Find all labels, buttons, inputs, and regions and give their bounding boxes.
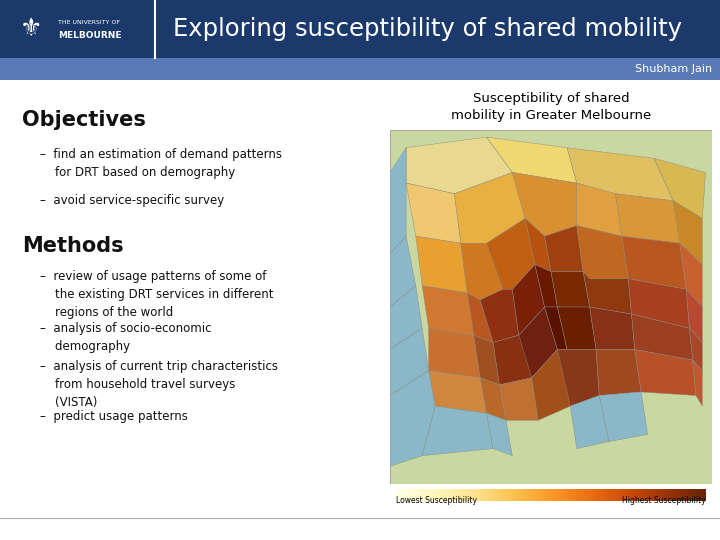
- Text: Lowest Susceptibility: Lowest Susceptibility: [397, 496, 477, 505]
- Polygon shape: [513, 265, 544, 335]
- Polygon shape: [583, 272, 631, 314]
- Polygon shape: [406, 183, 461, 244]
- Polygon shape: [544, 226, 583, 272]
- Polygon shape: [551, 272, 590, 307]
- Polygon shape: [487, 219, 535, 289]
- Text: Methods: Methods: [22, 236, 124, 256]
- Polygon shape: [390, 148, 406, 254]
- Polygon shape: [567, 148, 673, 201]
- Polygon shape: [577, 226, 629, 279]
- Polygon shape: [599, 392, 647, 442]
- Polygon shape: [596, 349, 641, 395]
- Polygon shape: [557, 349, 599, 406]
- Polygon shape: [474, 335, 500, 385]
- Text: –  predict usage patterns: – predict usage patterns: [40, 410, 188, 423]
- Polygon shape: [635, 349, 696, 395]
- Text: Susceptibility of shared
mobility in Greater Melbourne: Susceptibility of shared mobility in Gre…: [451, 92, 651, 122]
- Polygon shape: [467, 293, 493, 342]
- Text: MELBOURNE: MELBOURNE: [58, 31, 122, 40]
- Text: –  review of usage patterns of some of
    the existing DRT services in differen: – review of usage patterns of some of th…: [40, 270, 274, 319]
- Polygon shape: [428, 371, 487, 413]
- Polygon shape: [526, 219, 551, 272]
- Polygon shape: [535, 265, 557, 307]
- Text: Exploring susceptibility of shared mobility: Exploring susceptibility of shared mobil…: [173, 17, 682, 41]
- Polygon shape: [590, 307, 635, 349]
- Text: Shubham Jain: Shubham Jain: [635, 64, 712, 74]
- Polygon shape: [428, 328, 480, 378]
- Polygon shape: [415, 236, 467, 293]
- Polygon shape: [390, 371, 435, 467]
- Polygon shape: [531, 349, 570, 420]
- Polygon shape: [654, 158, 706, 219]
- Polygon shape: [690, 328, 702, 371]
- Polygon shape: [570, 395, 609, 449]
- Text: Highest Susceptibility: Highest Susceptibility: [622, 496, 706, 505]
- Polygon shape: [616, 194, 680, 244]
- Polygon shape: [487, 413, 513, 456]
- Polygon shape: [693, 360, 702, 406]
- Polygon shape: [631, 314, 693, 360]
- Bar: [0, 0, 720, 58]
- Polygon shape: [622, 236, 686, 289]
- Polygon shape: [480, 378, 506, 420]
- Polygon shape: [487, 137, 577, 183]
- Polygon shape: [390, 328, 428, 395]
- Polygon shape: [577, 183, 622, 236]
- Polygon shape: [461, 244, 503, 300]
- Polygon shape: [390, 286, 422, 349]
- Polygon shape: [629, 279, 690, 328]
- Text: Objectives: Objectives: [22, 110, 146, 130]
- Text: THE UNIVERSITY OF: THE UNIVERSITY OF: [58, 19, 120, 24]
- Polygon shape: [686, 289, 702, 342]
- Polygon shape: [390, 236, 415, 307]
- Text: –  analysis of current trip characteristics
    from household travel surveys
  : – analysis of current trip characteristi…: [40, 360, 278, 409]
- Polygon shape: [673, 201, 702, 265]
- Polygon shape: [500, 378, 538, 420]
- Polygon shape: [406, 137, 513, 194]
- Polygon shape: [480, 289, 519, 342]
- Polygon shape: [422, 406, 493, 456]
- Polygon shape: [544, 307, 567, 349]
- Text: –  avoid service-specific survey: – avoid service-specific survey: [40, 194, 224, 207]
- Bar: [0, 58, 720, 80]
- Text: ⚜: ⚜: [20, 17, 42, 41]
- Polygon shape: [454, 172, 526, 244]
- Polygon shape: [493, 328, 531, 385]
- Text: –  analysis of socio-economic
    demography: – analysis of socio-economic demography: [40, 322, 212, 353]
- Polygon shape: [513, 172, 577, 236]
- Polygon shape: [519, 307, 557, 378]
- Polygon shape: [680, 244, 702, 307]
- Polygon shape: [422, 286, 474, 335]
- Polygon shape: [557, 307, 596, 349]
- Text: –  find an estimation of demand patterns
    for DRT based on demography: – find an estimation of demand patterns …: [40, 148, 282, 179]
